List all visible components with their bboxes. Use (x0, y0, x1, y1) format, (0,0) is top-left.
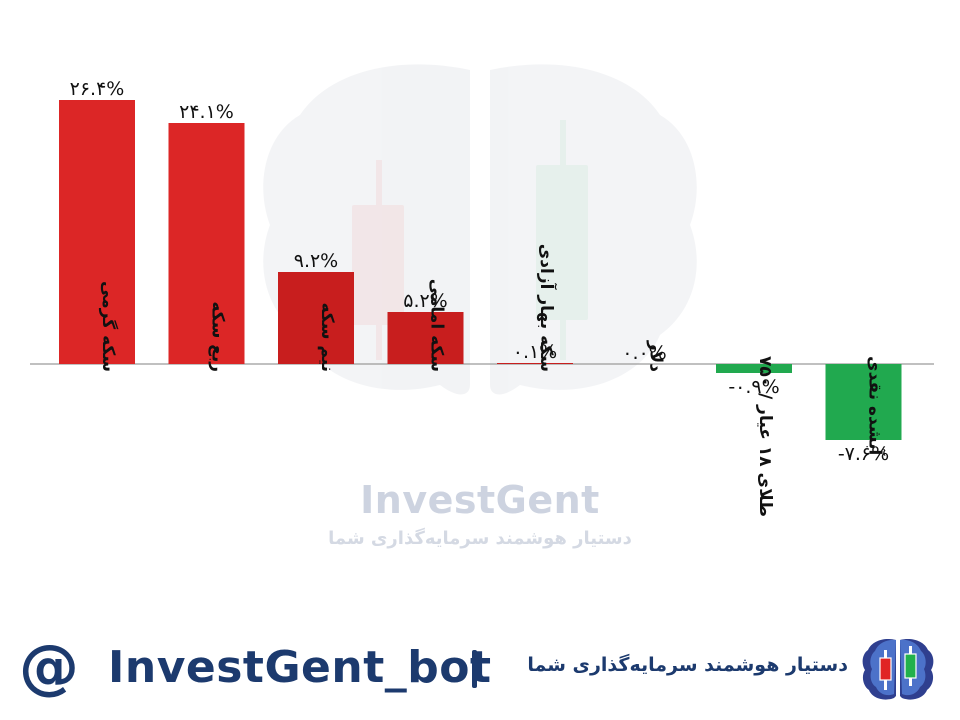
category-label: نیم سکه (317, 303, 337, 373)
footer-separator (472, 650, 477, 688)
bar (387, 312, 464, 364)
data-label: ۰.۱% (513, 341, 558, 363)
bar (497, 363, 573, 364)
footer-tagline: دستیار هوشمند سرمایه‌گذاری شما (527, 654, 848, 676)
data-label: -۰.۹% (728, 376, 779, 398)
bar-chart: ۲۶.۴% سکه گرمی ۲۴.۱% ربع سکه ۹.۲% نیم سکه ۵.۲%… (30, 78, 934, 517)
category-label: دلار (646, 340, 666, 372)
data-label: ۲۴.۱% (179, 101, 234, 123)
data-label: ۵.۲% (403, 290, 448, 312)
bar (716, 364, 792, 373)
bot-handle[interactable]: InvestGent_bot (108, 642, 492, 693)
bar (278, 272, 354, 364)
bar (59, 100, 135, 364)
category-label: طلای ۱۸ عیار / ۷۵۰ (755, 356, 775, 517)
category-label: سکه گرمی (98, 281, 119, 372)
bar (168, 123, 245, 364)
category-label: ربع سکه (208, 301, 228, 372)
brain-candlestick-icon (862, 639, 934, 700)
category-label: سکه امامی (427, 279, 447, 372)
chart-area: InvestGent دستیار هوشمند سرمایه‌گذاری شم… (30, 64, 934, 549)
bar (825, 364, 902, 440)
category-label: سکه بهار آزادی (536, 244, 558, 372)
data-label: ۰.۰% (622, 342, 667, 364)
at-symbol: @ (19, 632, 79, 702)
category-label: آبشده نقدی (865, 356, 887, 456)
data-label: ۹.۲% (294, 250, 339, 272)
data-label: -۷.۶% (838, 443, 889, 465)
data-label: ۲۶.۴% (70, 78, 125, 100)
footer: @ InvestGent_bot دستیار هوشمند سرمایه‌گذ… (0, 628, 960, 720)
